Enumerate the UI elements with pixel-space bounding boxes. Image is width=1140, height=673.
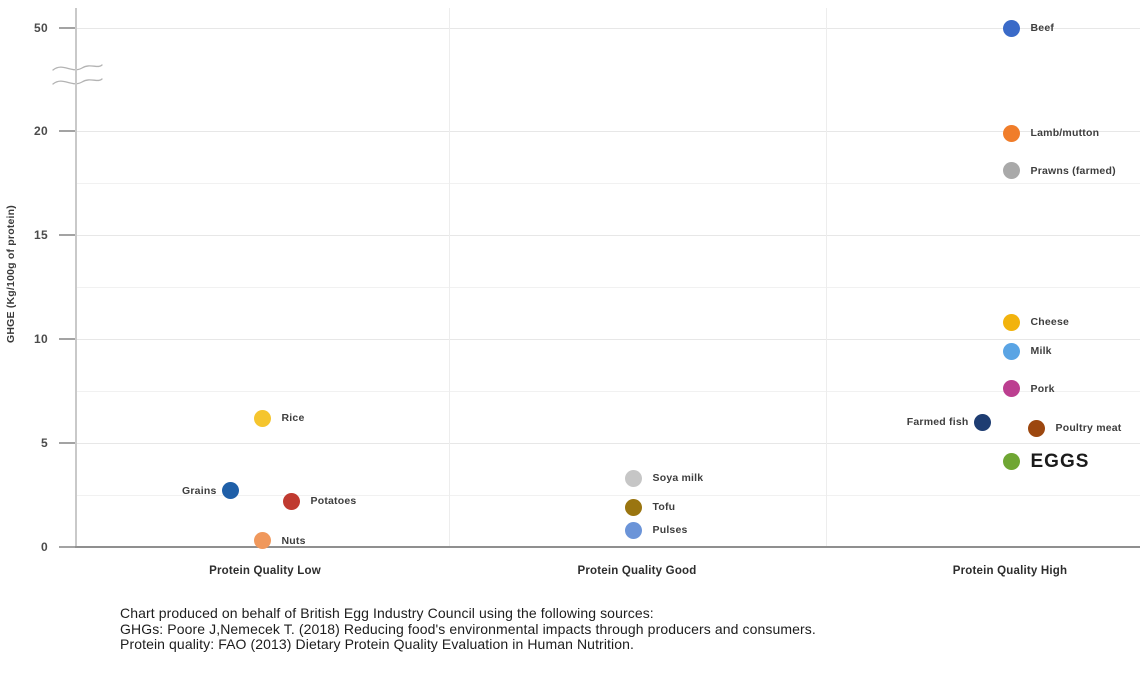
gridline-major bbox=[76, 28, 1140, 29]
point-label-poultry-meat: Poultry meat bbox=[1055, 422, 1122, 435]
gridline-minor bbox=[76, 287, 1140, 288]
x-category-label-low: Protein Quality Low bbox=[209, 565, 321, 577]
y-tick-label: 10 bbox=[34, 332, 48, 346]
point-potatoes bbox=[282, 492, 300, 510]
y-tick-mark bbox=[59, 234, 75, 236]
point-label-soya-milk: Soya milk bbox=[652, 472, 704, 485]
axis-break-icon bbox=[52, 64, 103, 85]
point-nuts bbox=[253, 532, 271, 550]
gridline-minor bbox=[76, 183, 1140, 184]
point-lamb-mutton bbox=[1002, 124, 1020, 142]
y-tick-mark bbox=[59, 130, 75, 132]
gridline-major bbox=[76, 339, 1140, 340]
point-label-grains: Grains bbox=[182, 484, 217, 497]
gridline-minor bbox=[76, 391, 1140, 392]
y-tick-label: 20 bbox=[34, 124, 48, 138]
y-tick-label: 15 bbox=[34, 228, 48, 242]
point-grains bbox=[221, 482, 239, 500]
point-rice bbox=[253, 409, 271, 427]
source-line-2: GHGs: Poore J,Nemecek T. (2018) Reducing… bbox=[120, 620, 816, 637]
point-label-rice: Rice bbox=[281, 412, 305, 425]
y-tick-label: 5 bbox=[41, 436, 48, 450]
point-cheese bbox=[1002, 313, 1020, 331]
point-poultry-meat bbox=[1027, 419, 1045, 437]
y-tick-mark bbox=[59, 442, 75, 444]
y-tick-mark bbox=[59, 338, 75, 340]
y-tick-label: 50 bbox=[34, 21, 48, 35]
point-farmed-fish bbox=[973, 413, 991, 431]
gridline-major bbox=[76, 235, 1140, 236]
y-tick-label: 0 bbox=[41, 540, 48, 554]
point-tofu bbox=[624, 498, 642, 516]
point-label-lamb-mutton: Lamb/mutton bbox=[1030, 127, 1100, 140]
point-eggs bbox=[1002, 453, 1020, 471]
source-attribution: Chart produced on behalf of British Egg … bbox=[120, 605, 816, 653]
point-label-milk: Milk bbox=[1030, 345, 1052, 358]
point-beef bbox=[1002, 19, 1020, 37]
point-milk bbox=[1002, 342, 1020, 360]
point-label-tofu: Tofu bbox=[652, 501, 676, 514]
point-pork bbox=[1002, 380, 1020, 398]
point-label-beef: Beef bbox=[1030, 22, 1055, 35]
point-label-farmed-fish: Farmed fish bbox=[906, 416, 969, 429]
y-tick-mark bbox=[59, 546, 75, 548]
category-separator bbox=[826, 8, 827, 546]
category-separator bbox=[449, 8, 450, 546]
point-prawns-farmed bbox=[1002, 162, 1020, 180]
x-axis-baseline bbox=[75, 546, 1140, 548]
point-label-eggs: EGGS bbox=[1030, 450, 1090, 472]
point-label-potatoes: Potatoes bbox=[310, 495, 357, 508]
point-soya-milk bbox=[624, 469, 642, 487]
point-pulses bbox=[624, 521, 642, 539]
gridline-minor bbox=[76, 495, 1140, 496]
y-axis-line bbox=[75, 8, 77, 547]
x-category-label-good: Protein Quality Good bbox=[577, 565, 697, 577]
y-tick-mark bbox=[59, 27, 75, 29]
x-category-label-high: Protein Quality High bbox=[952, 565, 1068, 577]
source-line-3: Protein quality: FAO (2013) Dietary Prot… bbox=[120, 636, 634, 652]
point-label-pulses: Pulses bbox=[652, 524, 688, 537]
gridline-major bbox=[76, 443, 1140, 444]
point-label-pork: Pork bbox=[1030, 382, 1055, 395]
source-line-1: Chart produced on behalf of British Egg … bbox=[120, 605, 654, 621]
y-axis-title: GHGE (Kg/100g of protein) bbox=[5, 205, 17, 344]
point-label-cheese: Cheese bbox=[1030, 316, 1070, 329]
point-label-prawns-farmed: Prawns (farmed) bbox=[1030, 164, 1116, 177]
gridline-major bbox=[76, 131, 1140, 132]
point-label-nuts: Nuts bbox=[281, 534, 306, 547]
plot-area: GHGE (Kg/100g of protein) Protein Qualit… bbox=[5, 8, 1140, 577]
